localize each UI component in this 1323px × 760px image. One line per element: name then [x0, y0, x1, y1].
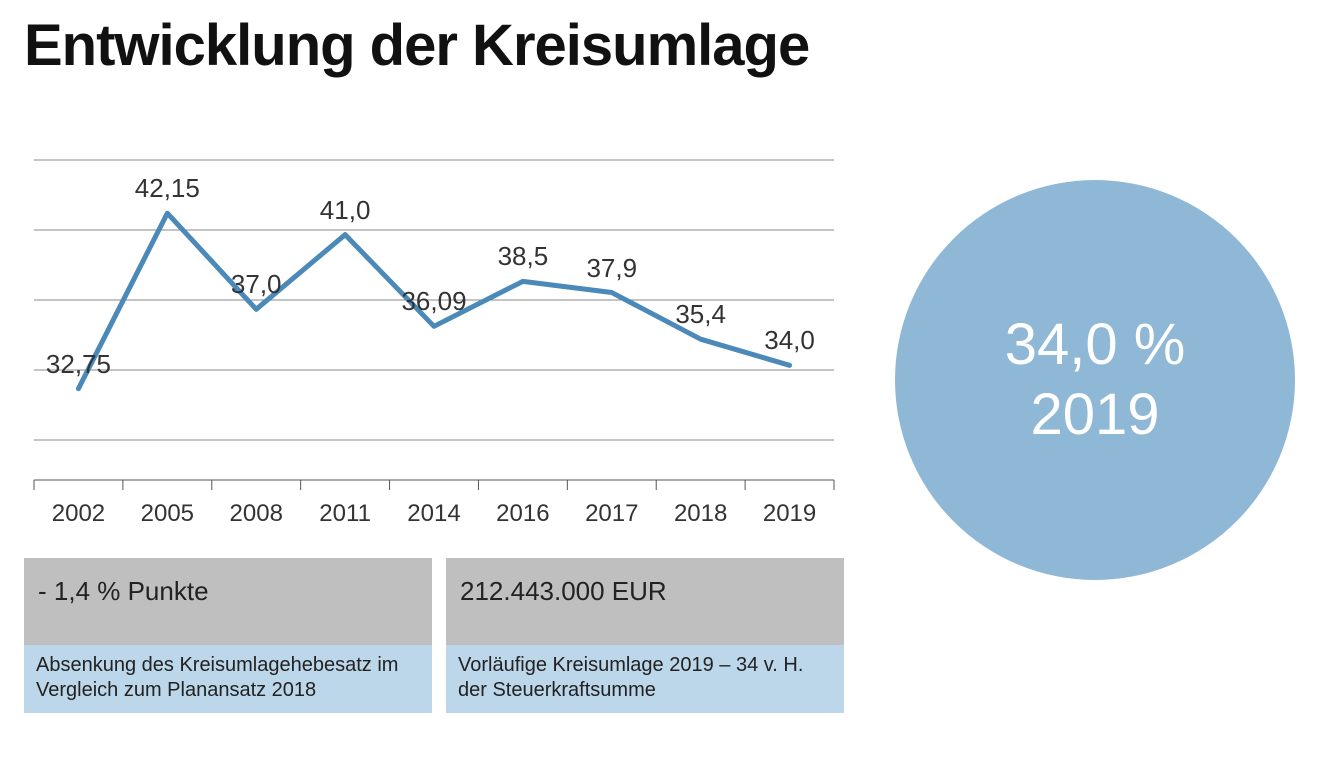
info-box-left: - 1,4 % Punkte Absenkung des Kreisumlage… [24, 558, 432, 713]
data-point-label: 37,0 [231, 269, 282, 300]
data-point-label: 36,09 [401, 286, 466, 317]
info-box-right: 212.443.000 EUR Vorläufige Kreisumlage 2… [446, 558, 844, 713]
data-point-label: 42,15 [135, 173, 200, 204]
data-point-label: 35,4 [675, 299, 726, 330]
x-axis-label: 2017 [585, 500, 638, 528]
x-axis-label: 2014 [407, 500, 460, 528]
data-point-label: 37,9 [586, 253, 637, 284]
x-axis-label: 2018 [674, 500, 727, 528]
info-box-right-caption: Vorläufige Kreisumlage 2019 – 34 v. H. d… [446, 645, 844, 713]
badge-percent: 34,0 % [1005, 310, 1186, 380]
page-title: Entwicklung der Kreisumlage [24, 12, 809, 79]
x-axis-label: 2011 [319, 500, 371, 528]
badge-year: 2019 [1030, 380, 1159, 450]
data-point-label: 32,75 [46, 349, 111, 380]
x-axis-label: 2019 [763, 500, 816, 528]
x-axis-label: 2005 [141, 500, 194, 528]
info-box-right-value: 212.443.000 EUR [446, 558, 844, 645]
info-box-left-caption: Absenkung des Kreisumlagehebesatz im Ver… [24, 645, 432, 713]
x-axis-label: 2016 [496, 500, 549, 528]
line-chart: 32,75 2002 42,15 2005 37,0 2008 41,0 2011 36,09 2… [24, 150, 844, 545]
data-point-label: 41,0 [320, 195, 371, 226]
data-point-label: 38,5 [498, 241, 549, 272]
x-axis-label: 2002 [52, 500, 105, 528]
data-point-label: 34,0 [764, 325, 815, 356]
x-axis-label: 2008 [230, 500, 283, 528]
chart-plot-area [24, 150, 844, 545]
highlight-badge: 34,0 % 2019 [895, 180, 1295, 580]
info-box-left-value: - 1,4 % Punkte [24, 558, 432, 645]
